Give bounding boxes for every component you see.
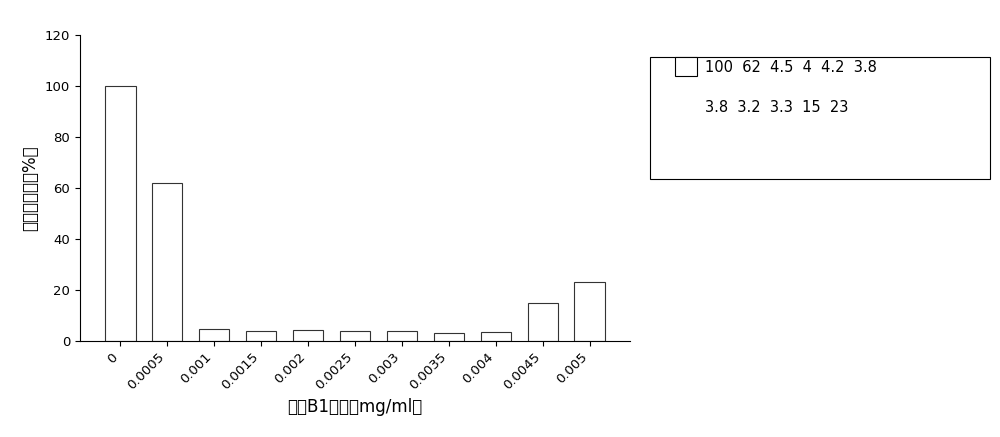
Text: 100  62  4.5  4  4.2  3.8: 100 62 4.5 4 4.2 3.8 xyxy=(705,60,877,75)
Y-axis label: 相对酶活力（%）: 相对酶活力（%） xyxy=(21,145,39,231)
Bar xyxy=(105,86,136,341)
Bar xyxy=(481,333,511,341)
Bar xyxy=(340,331,370,341)
Bar xyxy=(293,330,323,341)
X-axis label: 维生B1用量（mg/ml）: 维生B1用量（mg/ml） xyxy=(287,398,423,416)
Bar xyxy=(246,331,276,341)
Bar xyxy=(199,329,229,341)
Bar xyxy=(574,282,605,341)
Bar xyxy=(387,331,417,341)
Bar xyxy=(152,183,182,341)
Bar xyxy=(434,333,464,341)
Text: 3.8  3.2  3.3  15  23: 3.8 3.2 3.3 15 23 xyxy=(705,100,848,114)
Bar xyxy=(528,302,558,341)
